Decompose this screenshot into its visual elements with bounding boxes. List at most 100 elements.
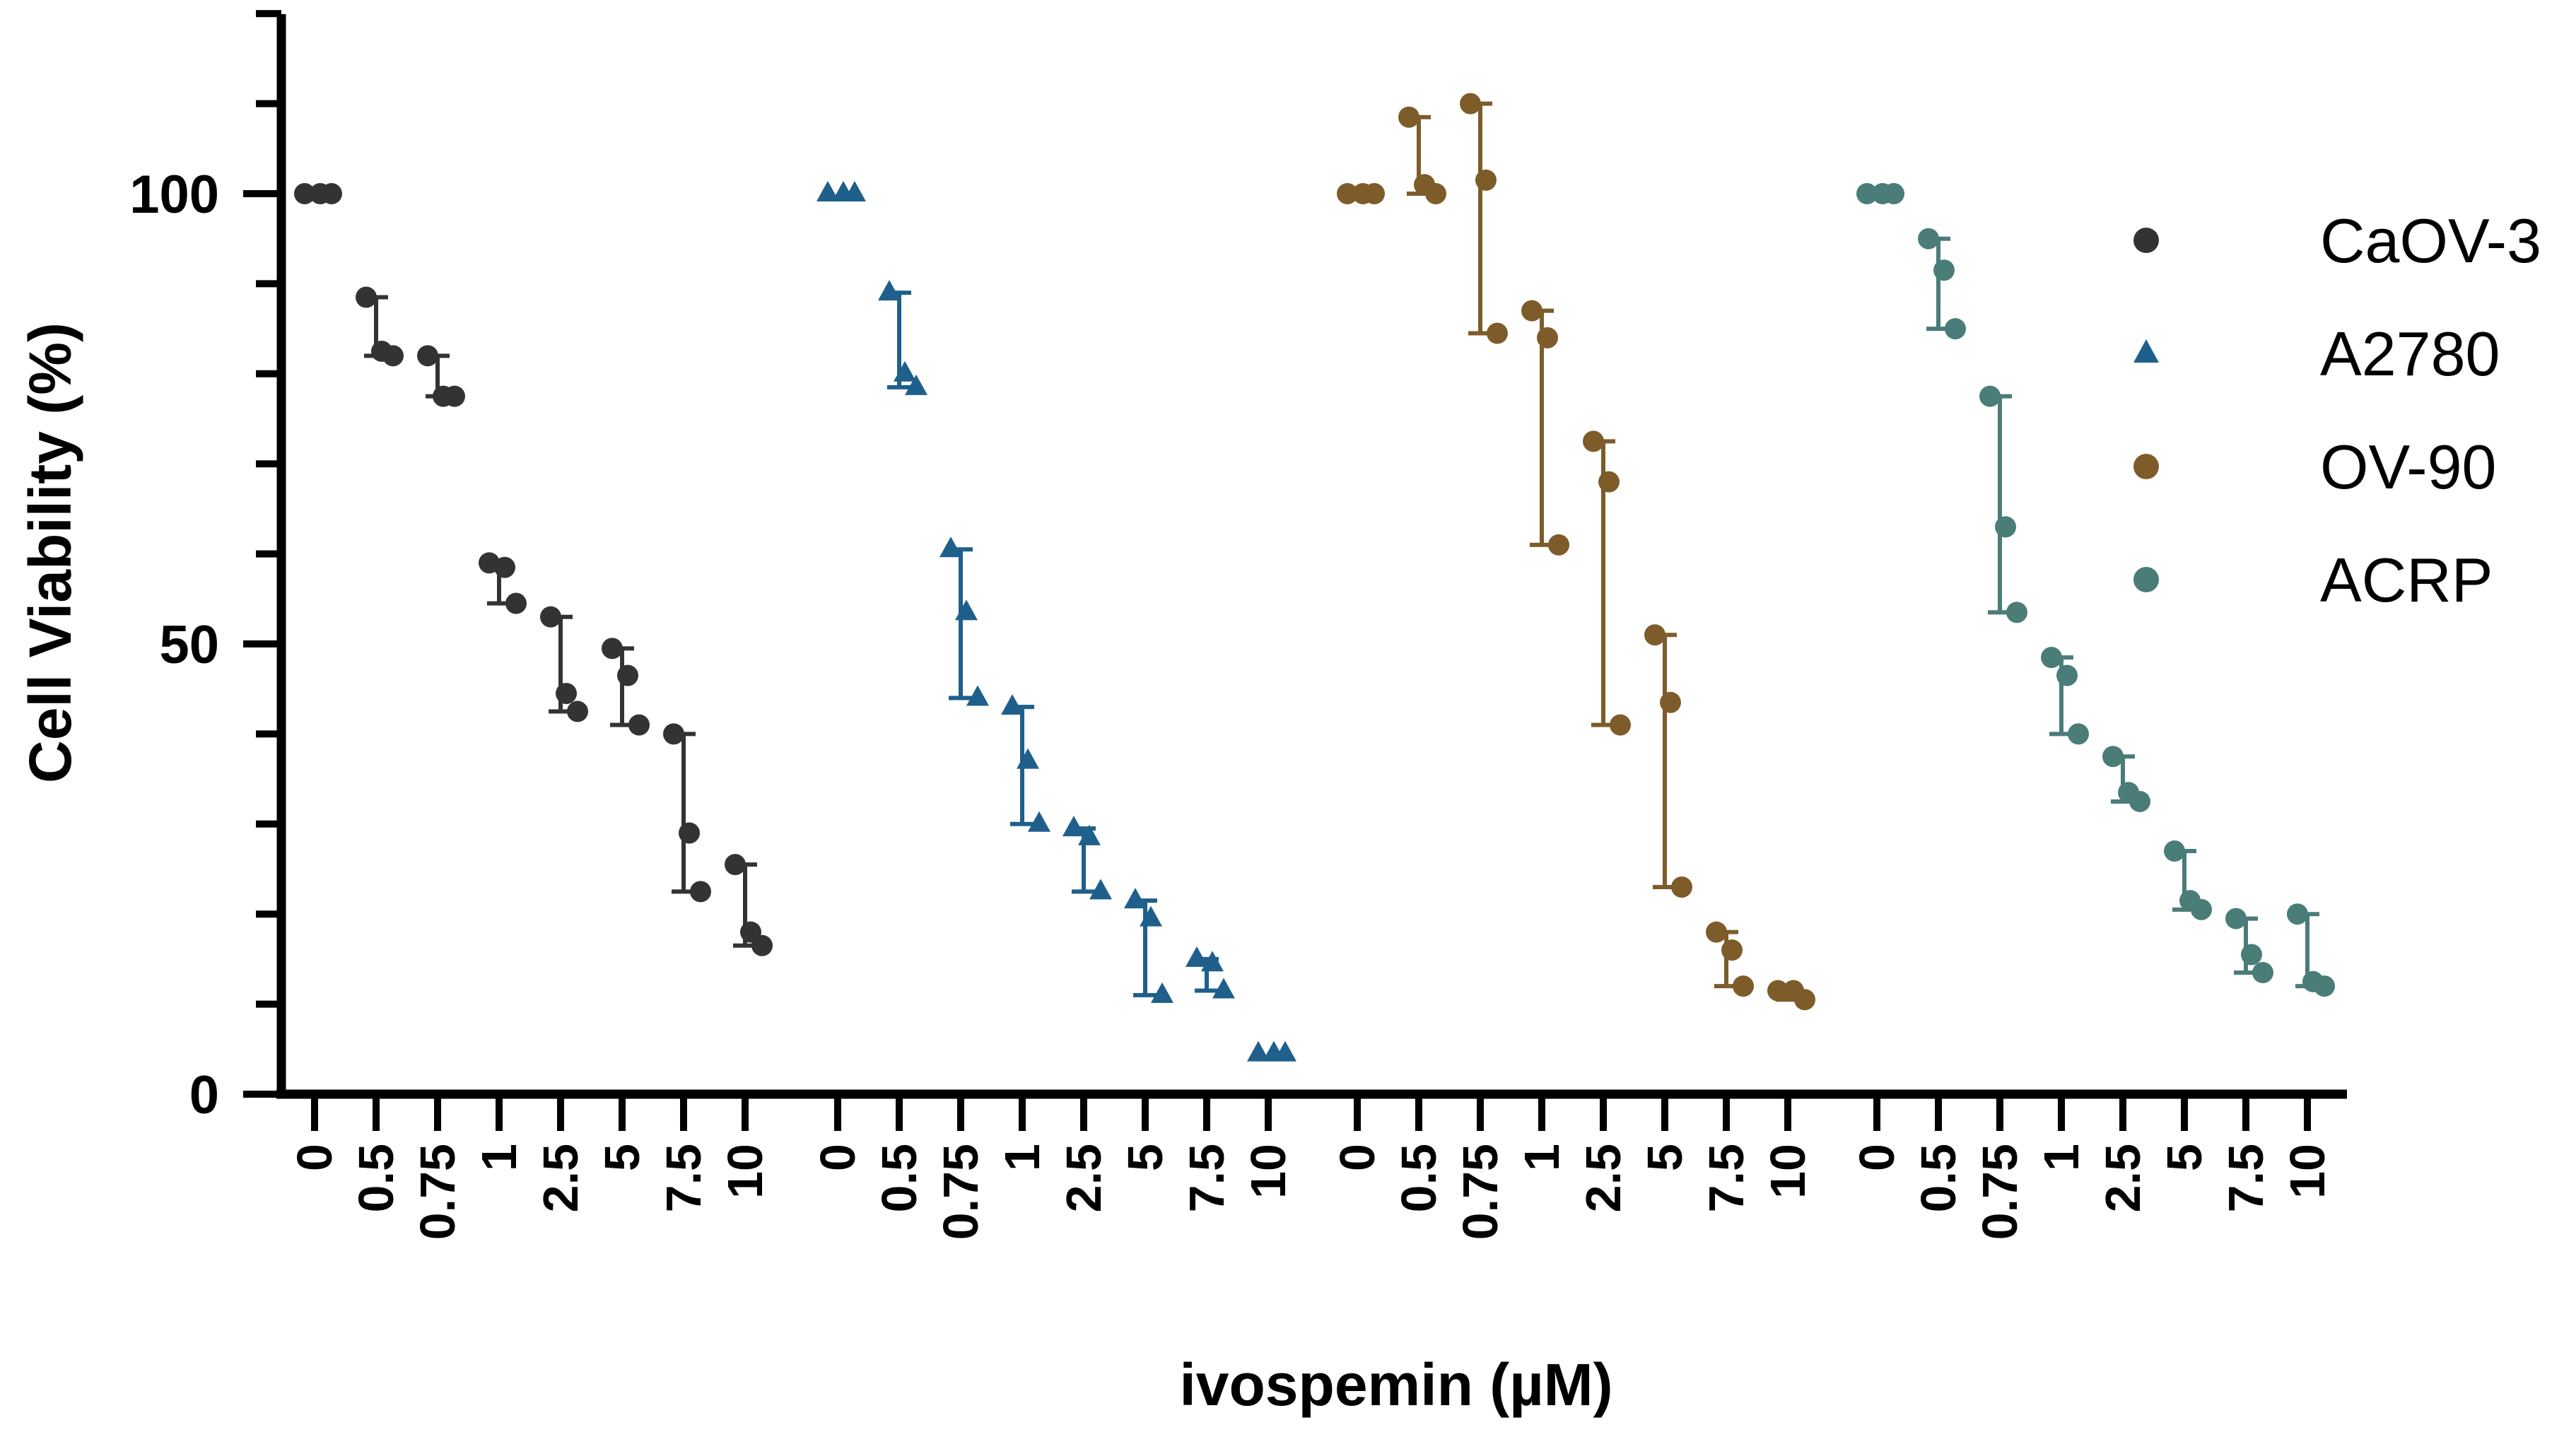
x-tick-label-a2780: 7.5 <box>1179 1144 1234 1212</box>
data-point <box>2041 647 2062 669</box>
data-point <box>1247 1040 1270 1062</box>
data-point <box>1995 516 2016 538</box>
x-tick-label-ov-90: 7.5 <box>1699 1144 1754 1212</box>
data-point <box>1721 939 1743 961</box>
x-tick-label-a2780: 0.5 <box>872 1144 927 1212</box>
x-tick-label-ov-90: 0 <box>1330 1144 1385 1171</box>
data-point <box>1610 714 1631 736</box>
data-point <box>1364 183 1385 204</box>
data-point <box>556 683 577 705</box>
data-point <box>939 536 962 558</box>
x-tick-label-acrp: 7.5 <box>2218 1144 2273 1212</box>
data-point <box>1425 183 1446 204</box>
x-tick-label-ov-90: 0.5 <box>1391 1144 1446 1212</box>
data-point <box>2252 962 2273 984</box>
data-point <box>725 854 746 876</box>
y-tick-label: 50 <box>159 615 219 675</box>
data-point <box>505 592 527 614</box>
data-point <box>1017 748 1039 769</box>
x-tick-label-a2780: 5 <box>1118 1144 1173 1171</box>
x-tick-label-caov-3: 10 <box>718 1144 773 1199</box>
data-point <box>417 345 438 367</box>
x-tick-label-acrp: 0 <box>1849 1144 1904 1171</box>
legend-marker <box>2133 339 2159 363</box>
data-point <box>966 685 989 706</box>
data-point <box>356 286 377 308</box>
plot-area <box>294 93 2335 1062</box>
x-tick-label-caov-3: 0 <box>287 1144 342 1171</box>
legend: CaOV-3 A2780 OV-90 ACRP <box>2133 206 2541 615</box>
data-point <box>1918 228 1939 250</box>
data-point <box>1337 183 1358 204</box>
x-tick-label-a2780: 0.75 <box>933 1144 988 1240</box>
x-tick-label-ov-90: 2.5 <box>1576 1144 1631 1212</box>
data-point <box>1767 980 1788 1002</box>
data-point <box>1979 385 2001 407</box>
data-point <box>2102 746 2124 768</box>
data-point <box>1124 888 1147 909</box>
legend-item-acrp: ACRP <box>2133 545 2493 615</box>
x-tick-label-ov-90: 10 <box>1760 1144 1815 1199</box>
legend-label: OV-90 <box>2320 432 2496 502</box>
data-point <box>905 374 927 395</box>
data-point <box>1660 691 1681 713</box>
data-point <box>2129 790 2150 812</box>
data-point <box>1028 811 1050 832</box>
legend-label: CaOV-3 <box>2320 206 2541 276</box>
y-ticks: 0 50 100 <box>129 10 281 1125</box>
x-tick-label-caov-3: 0.5 <box>349 1144 404 1212</box>
y-tick-label: 0 <box>189 1065 219 1125</box>
data-point <box>816 181 839 201</box>
data-point <box>1644 624 1665 646</box>
data-point <box>2287 903 2308 925</box>
data-point <box>1487 322 1508 344</box>
data-point <box>1598 471 1620 493</box>
data-point <box>1521 300 1542 322</box>
x-tick-label-acrp: 2.5 <box>2095 1144 2150 1212</box>
legend-marker <box>2133 228 2159 253</box>
data-point <box>540 606 561 628</box>
data-point <box>1945 318 1966 340</box>
data-point <box>1151 982 1173 1003</box>
data-point <box>382 345 404 367</box>
x-tick-label-acrp: 1 <box>2034 1144 2089 1171</box>
data-point <box>1671 876 1692 898</box>
data-point <box>690 881 711 903</box>
data-point <box>1583 430 1604 452</box>
data-point <box>1274 1040 1296 1062</box>
data-point <box>294 183 315 204</box>
data-point <box>2006 602 2027 623</box>
data-point <box>2068 723 2089 745</box>
data-point <box>878 280 901 301</box>
data-point <box>602 638 623 659</box>
x-axis-title: ivospemin (µM) <box>1179 1351 1612 1418</box>
data-point <box>1185 946 1208 967</box>
x-tick-label-ov-90: 5 <box>1637 1144 1692 1171</box>
data-point <box>663 723 684 745</box>
data-point <box>1856 183 1878 204</box>
x-tick-label-acrp: 10 <box>2280 1144 2335 1199</box>
series-acrp <box>1856 183 2335 997</box>
data-point <box>494 556 515 578</box>
data-point <box>1794 989 1815 1011</box>
x-tick-label-a2780: 1 <box>995 1144 1050 1171</box>
data-point <box>444 385 465 407</box>
data-point <box>679 822 700 844</box>
data-point <box>894 360 916 382</box>
data-point <box>321 183 342 204</box>
data-point <box>1201 951 1224 972</box>
x-tick-label-a2780: 10 <box>1241 1144 1296 1199</box>
x-tick-label-caov-3: 1 <box>472 1144 527 1171</box>
data-point <box>1001 694 1024 715</box>
data-point <box>955 599 978 621</box>
data-point <box>1933 259 1955 281</box>
legend-marker <box>2133 567 2159 592</box>
data-point <box>1548 534 1569 556</box>
x-tick-label-ov-90: 1 <box>1514 1144 1569 1171</box>
data-point <box>1089 879 1112 900</box>
legend-item-caov-3: CaOV-3 <box>2133 206 2541 276</box>
data-point <box>751 934 773 956</box>
legend-marker <box>2133 454 2159 479</box>
legend-label: A2780 <box>2320 319 2500 389</box>
